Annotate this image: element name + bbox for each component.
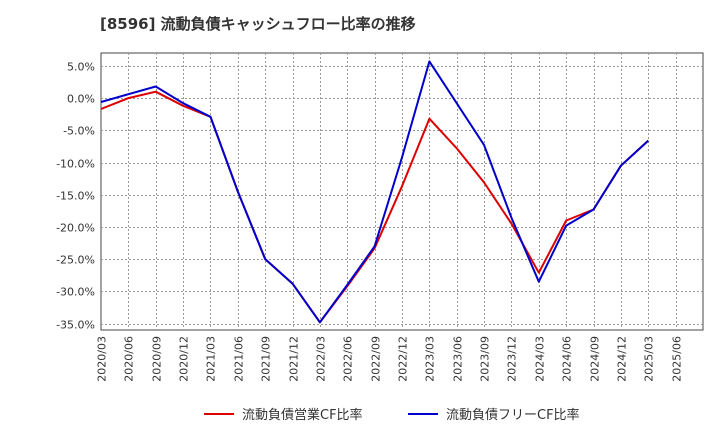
x-tick-label: 2022/09	[370, 336, 383, 382]
y-tick-label: -35.0%	[56, 319, 95, 332]
x-tick-label: 2021/06	[233, 336, 246, 382]
x-tick-label: 2021/03	[205, 336, 218, 382]
series-line-2	[100, 60, 649, 324]
legend-label-1: 流動負債営業CF比率	[242, 407, 363, 423]
x-tick-label: 2025/03	[643, 336, 656, 382]
x-tick-label: 2022/06	[342, 336, 355, 382]
y-tick-label: -15.0%	[56, 190, 95, 203]
y-tick-label: -10.0%	[56, 158, 95, 171]
x-tick-label: 2023/06	[452, 336, 465, 382]
chart-title: [8596] 流動負債キャッシュフロー比率の推移	[100, 15, 416, 33]
x-tick-label: 2020/06	[123, 336, 136, 382]
plot-area	[100, 52, 704, 331]
x-tick-label: 2023/03	[424, 336, 437, 382]
x-tick-label: 2020/09	[151, 336, 164, 382]
y-tick-label: -5.0%	[63, 125, 95, 138]
x-tick-label: 2023/12	[506, 336, 519, 382]
x-tick-label: 2020/12	[178, 336, 191, 382]
x-tick-label: 2024/03	[534, 336, 547, 382]
x-tick-label: 2021/12	[288, 336, 301, 382]
x-tick-label: 2024/09	[589, 336, 602, 382]
y-tick-label: -30.0%	[56, 286, 95, 299]
series-line-1	[100, 90, 649, 324]
legend-label-2: 流動負債フリーCF比率	[446, 407, 580, 423]
x-tick-label: 2024/06	[561, 336, 574, 382]
x-tick-label: 2020/03	[96, 336, 109, 382]
y-tick-label: 5.0%	[67, 61, 95, 74]
x-tick-label: 2022/12	[397, 336, 410, 382]
y-tick-label: -25.0%	[56, 254, 95, 267]
x-tick-label: 2023/09	[479, 336, 492, 382]
y-tick-label: -20.0%	[56, 222, 95, 235]
x-tick-label: 2024/12	[616, 336, 629, 382]
x-tick-label: 2025/06	[671, 336, 684, 382]
y-tick-label: 0.0%	[67, 93, 95, 106]
x-tick-label: 2021/09	[260, 336, 273, 382]
x-tick-label: 2022/03	[315, 336, 328, 382]
